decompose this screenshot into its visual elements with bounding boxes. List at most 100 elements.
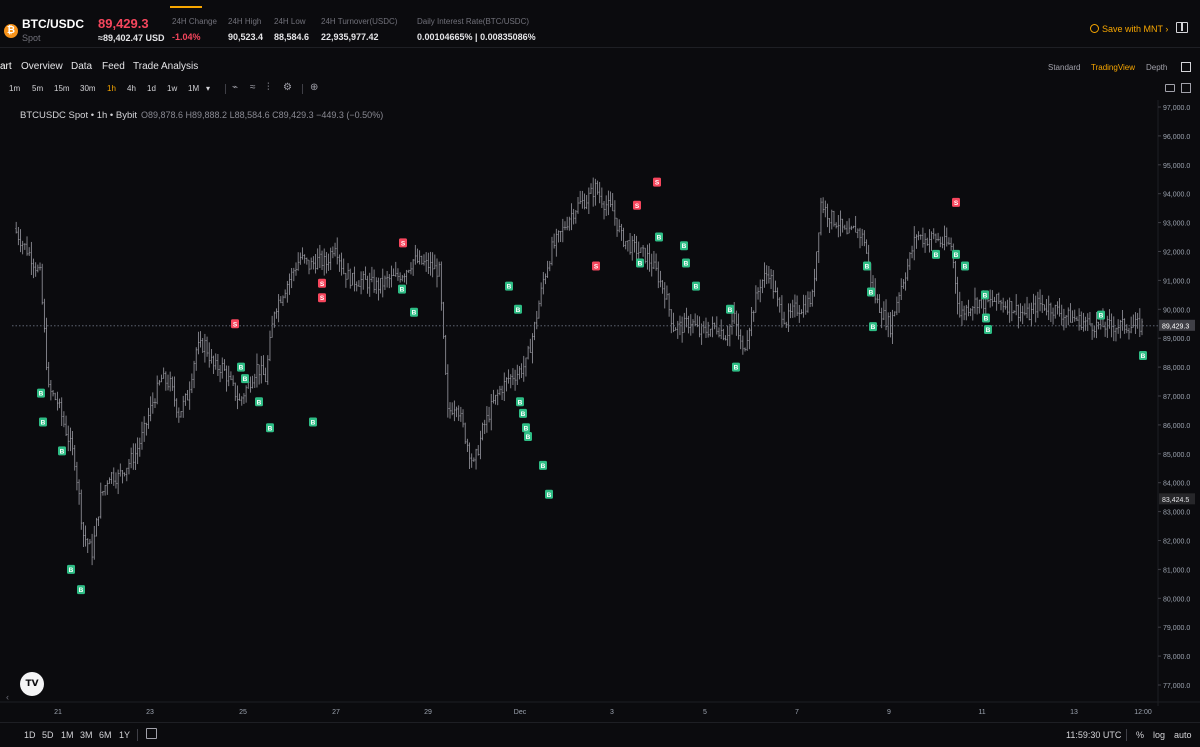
ohlc-bar: [171, 376, 174, 391]
last-price: 89,429.3: [98, 16, 149, 31]
tab-chart[interactable]: art: [0, 61, 12, 72]
chart-type-icon[interactable]: ⌁: [232, 82, 239, 93]
interval-more-dropdown[interactable]: ▾: [206, 84, 211, 93]
templates-icon[interactable]: ⫶: [267, 82, 270, 93]
buy-signal-marker[interactable]: [519, 408, 527, 418]
buy-signal-marker[interactable]: [37, 388, 45, 398]
sell-signal-marker[interactable]: [318, 278, 326, 288]
buy-signal-marker[interactable]: [237, 362, 245, 372]
buy-signal-marker[interactable]: [680, 241, 688, 251]
range-1y[interactable]: 1Y: [119, 730, 131, 740]
buy-signal-marker[interactable]: [514, 304, 522, 314]
chevron-left-icon[interactable]: ‹: [6, 692, 9, 702]
buy-signal-marker[interactable]: [1139, 351, 1147, 361]
buy-signal-marker[interactable]: [867, 287, 875, 297]
sell-signal-marker[interactable]: [231, 319, 239, 329]
range-1d[interactable]: 1D: [24, 730, 36, 740]
buy-signal-marker[interactable]: [682, 258, 690, 268]
sell-signal-marker[interactable]: [399, 238, 407, 248]
interval-5m[interactable]: 5m: [32, 84, 44, 93]
indicators-icon[interactable]: ≈: [250, 82, 256, 93]
buy-signal-marker[interactable]: [982, 313, 990, 323]
interval-1d[interactable]: 1d: [147, 84, 156, 93]
sell-signal-marker[interactable]: [633, 200, 641, 210]
buy-signal-marker[interactable]: [539, 460, 547, 470]
buy-signal-marker[interactable]: [58, 446, 66, 456]
y-tick-label: 82,000.0: [1163, 539, 1190, 546]
buy-signal-marker[interactable]: [39, 417, 47, 427]
range-5d[interactable]: 5D: [42, 730, 54, 740]
interval-1w[interactable]: 1w: [167, 84, 178, 93]
buy-signal-marker[interactable]: [545, 489, 553, 499]
sell-signal-marker[interactable]: [318, 293, 326, 303]
sell-signal-marker[interactable]: [592, 261, 600, 271]
interval-4h[interactable]: 4h: [127, 84, 136, 93]
log-scale-toggle[interactable]: log: [1153, 730, 1166, 740]
sell-signal-marker[interactable]: [653, 177, 661, 187]
buy-signal-marker[interactable]: [266, 423, 274, 433]
calendar-icon[interactable]: [146, 728, 157, 739]
auto-scale-toggle[interactable]: auto: [1174, 730, 1192, 740]
tab-feed[interactable]: Feed: [102, 61, 125, 72]
view-tradingview[interactable]: TradingView: [1091, 63, 1136, 72]
range-1m[interactable]: 1M: [61, 730, 74, 740]
interval-1M[interactable]: 1M: [188, 84, 200, 93]
tab-data[interactable]: Data: [71, 61, 93, 72]
view-depth[interactable]: Depth: [1146, 63, 1168, 72]
buy-signal-marker[interactable]: [636, 258, 644, 268]
ohlc-bar: [379, 277, 382, 294]
buy-signal-marker[interactable]: [692, 281, 700, 291]
sell-signal-marker[interactable]: [952, 197, 960, 207]
interval-15m[interactable]: 15m: [54, 84, 70, 93]
ohlc-bar: [1112, 316, 1115, 342]
buy-signal-marker[interactable]: [981, 290, 989, 300]
tradingview-logo[interactable]: TV: [20, 672, 44, 696]
camera-icon[interactable]: [1165, 84, 1175, 92]
percent-scale-toggle[interactable]: %: [1136, 730, 1145, 740]
buy-signal-marker[interactable]: [410, 307, 418, 317]
ohlc-bar: [607, 190, 610, 216]
buy-signal-marker[interactable]: [732, 362, 740, 372]
buy-signal-marker[interactable]: [241, 374, 249, 384]
utc-clock[interactable]: 11:59:30 UTC: [1066, 730, 1122, 740]
layout-icon[interactable]: [1181, 83, 1191, 93]
ohlc-bar: [149, 396, 152, 422]
buy-signal-marker[interactable]: [309, 417, 317, 427]
tab-overview[interactable]: Overview: [21, 61, 63, 72]
buy-signal-marker[interactable]: [984, 325, 992, 335]
buy-signal-marker[interactable]: [961, 261, 969, 271]
buy-signal-marker[interactable]: [932, 249, 940, 259]
buy-signal-marker[interactable]: [77, 585, 85, 595]
add-icon[interactable]: ⊕: [310, 82, 319, 93]
buy-signal-marker[interactable]: [524, 431, 532, 441]
fullscreen-icon[interactable]: [1181, 62, 1191, 72]
book-icon[interactable]: [1176, 22, 1188, 33]
pair-name[interactable]: BTC/USDC: [22, 17, 84, 31]
buy-signal-marker[interactable]: [398, 284, 406, 294]
buy-signal-marker[interactable]: [655, 232, 663, 242]
interval-1h[interactable]: 1h: [107, 84, 116, 93]
buy-signal-marker[interactable]: [505, 281, 513, 291]
buy-signal-marker[interactable]: [869, 322, 877, 332]
buy-signal-marker[interactable]: [67, 564, 75, 574]
settings-icon[interactable]: ⚙: [283, 82, 292, 93]
tab-trade-analysis[interactable]: Trade Analysis: [133, 61, 199, 72]
save-with-mnt-link[interactable]: Save with MNT ›: [1090, 24, 1168, 34]
buy-signal-marker[interactable]: [1097, 310, 1105, 320]
range-3m[interactable]: 3M: [80, 730, 93, 740]
mnt-icon: [1090, 24, 1099, 33]
buy-signal-marker[interactable]: [255, 397, 263, 407]
view-standard[interactable]: Standard: [1048, 63, 1081, 72]
buy-signal-marker[interactable]: [952, 249, 960, 259]
buy-signal-marker[interactable]: [522, 423, 530, 433]
range-6m[interactable]: 6M: [99, 730, 112, 740]
ohlc-bar: [273, 311, 276, 328]
interval-1m[interactable]: 1m: [9, 84, 21, 93]
price-chart[interactable]: 97,000.0 96,000.0 95,000.0 94,000.0 93,000.0…: [0, 100, 1200, 722]
ohlc-bar: [36, 264, 39, 273]
interval-30m[interactable]: 30m: [80, 84, 96, 93]
buy-signal-marker[interactable]: [726, 304, 734, 314]
ohlc-bar: [193, 360, 196, 389]
buy-signal-marker[interactable]: [863, 261, 871, 271]
buy-signal-marker[interactable]: [516, 397, 524, 407]
